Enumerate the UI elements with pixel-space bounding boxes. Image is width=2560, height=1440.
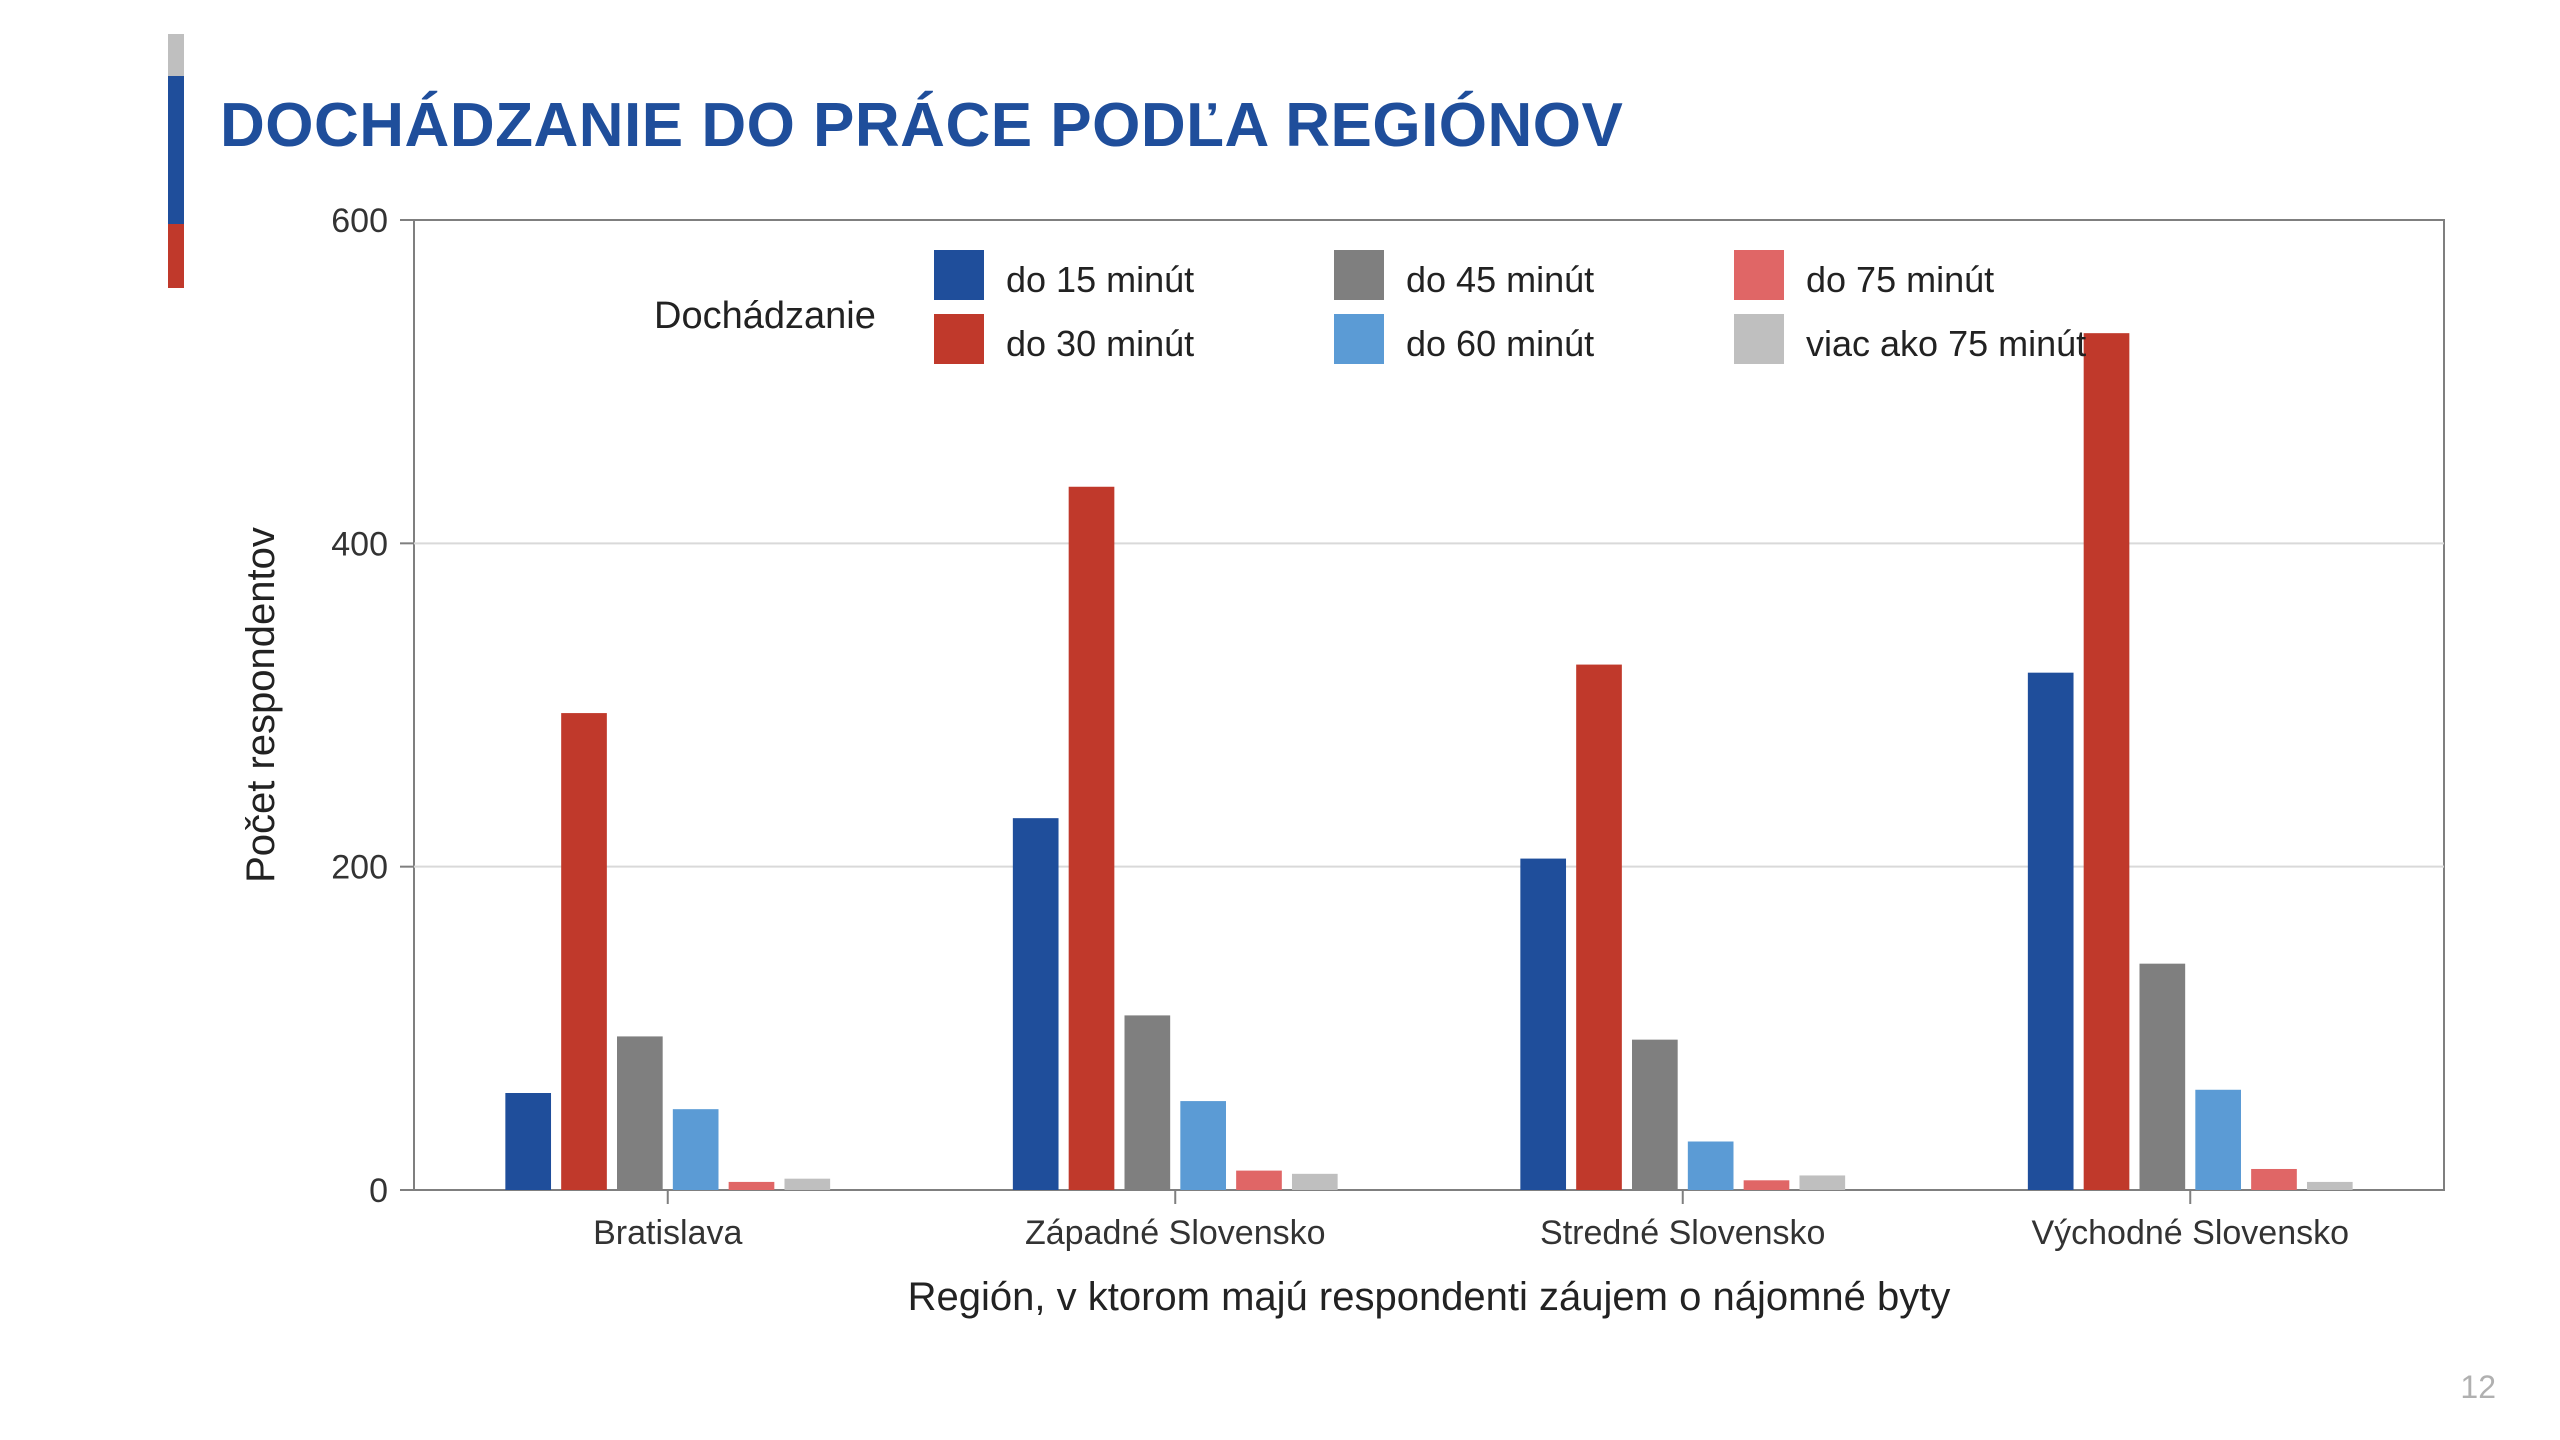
- x-axis-label: Región, v ktorom majú respondenti záujem…: [908, 1275, 1951, 1319]
- bar: [2084, 333, 2130, 1190]
- bar: [1632, 1040, 1678, 1190]
- x-tick-label: Stredné Slovensko: [1540, 1214, 1825, 1252]
- bar: [2307, 1182, 2353, 1190]
- page-title: DOCHÁDZANIE DO PRÁCE PODĽA REGIÓNOV: [220, 90, 1623, 161]
- legend-label: do 15 minút: [1006, 259, 1194, 300]
- bar: [1236, 1171, 1282, 1190]
- bar: [617, 1036, 663, 1190]
- grouped-bar-chart: 0 200 400 600 Počet respondentov Bratislava Zá…: [184, 200, 2484, 1360]
- legend-title: Dochádzanie: [654, 295, 876, 337]
- bar: [1744, 1180, 1790, 1190]
- bar: [1576, 665, 1622, 1190]
- bar: [2028, 673, 2074, 1190]
- y-tick-label: 400: [331, 525, 388, 563]
- y-axis-label: Počet respondentov: [239, 527, 283, 883]
- legend-label: do 30 minút: [1006, 323, 1194, 364]
- legend-swatch: [1334, 250, 1384, 300]
- bar: [2195, 1090, 2241, 1190]
- legend-swatch: [1734, 250, 1784, 300]
- legend-label: do 60 minút: [1406, 323, 1594, 364]
- bar: [1180, 1101, 1226, 1190]
- accent-stripe-red: [168, 224, 184, 288]
- bar: [1069, 487, 1115, 1190]
- y-tick-label: 600: [331, 202, 388, 240]
- legend-swatch: [1334, 314, 1384, 364]
- bar: [1520, 859, 1566, 1190]
- legend-swatch: [934, 314, 984, 364]
- legend-label: viac ako 75 minút: [1806, 323, 2086, 364]
- legend-label: do 45 minút: [1406, 259, 1594, 300]
- y-tick-label: 200: [331, 849, 388, 887]
- x-tick-label: Bratislava: [593, 1214, 742, 1252]
- bar: [2140, 964, 2186, 1190]
- bar: [1799, 1175, 1845, 1190]
- bar: [561, 713, 607, 1190]
- slide: DOCHÁDZANIE DO PRÁCE PODĽA REGIÓNOV 0 200…: [0, 0, 2560, 1440]
- bar: [784, 1179, 830, 1190]
- x-tick-label: Západné Slovensko: [1025, 1214, 1326, 1252]
- chart-container: 0 200 400 600 Počet respondentov Bratislava Zá…: [184, 200, 2484, 1360]
- page-number: 12: [2460, 1369, 2496, 1406]
- y-tick-label: 0: [369, 1172, 388, 1210]
- bar: [1688, 1142, 1734, 1191]
- bar: [1013, 818, 1059, 1190]
- x-tick-label: Východné Slovensko: [2031, 1214, 2349, 1252]
- bar: [505, 1093, 551, 1190]
- legend-swatch: [1734, 314, 1784, 364]
- bar: [1292, 1174, 1338, 1190]
- bar: [1125, 1015, 1171, 1190]
- bar: [2251, 1169, 2297, 1190]
- legend-label: do 75 minút: [1806, 259, 1994, 300]
- accent-stripe-blue: [168, 76, 184, 224]
- bar: [729, 1182, 775, 1190]
- legend-swatch: [934, 250, 984, 300]
- bar: [673, 1109, 719, 1190]
